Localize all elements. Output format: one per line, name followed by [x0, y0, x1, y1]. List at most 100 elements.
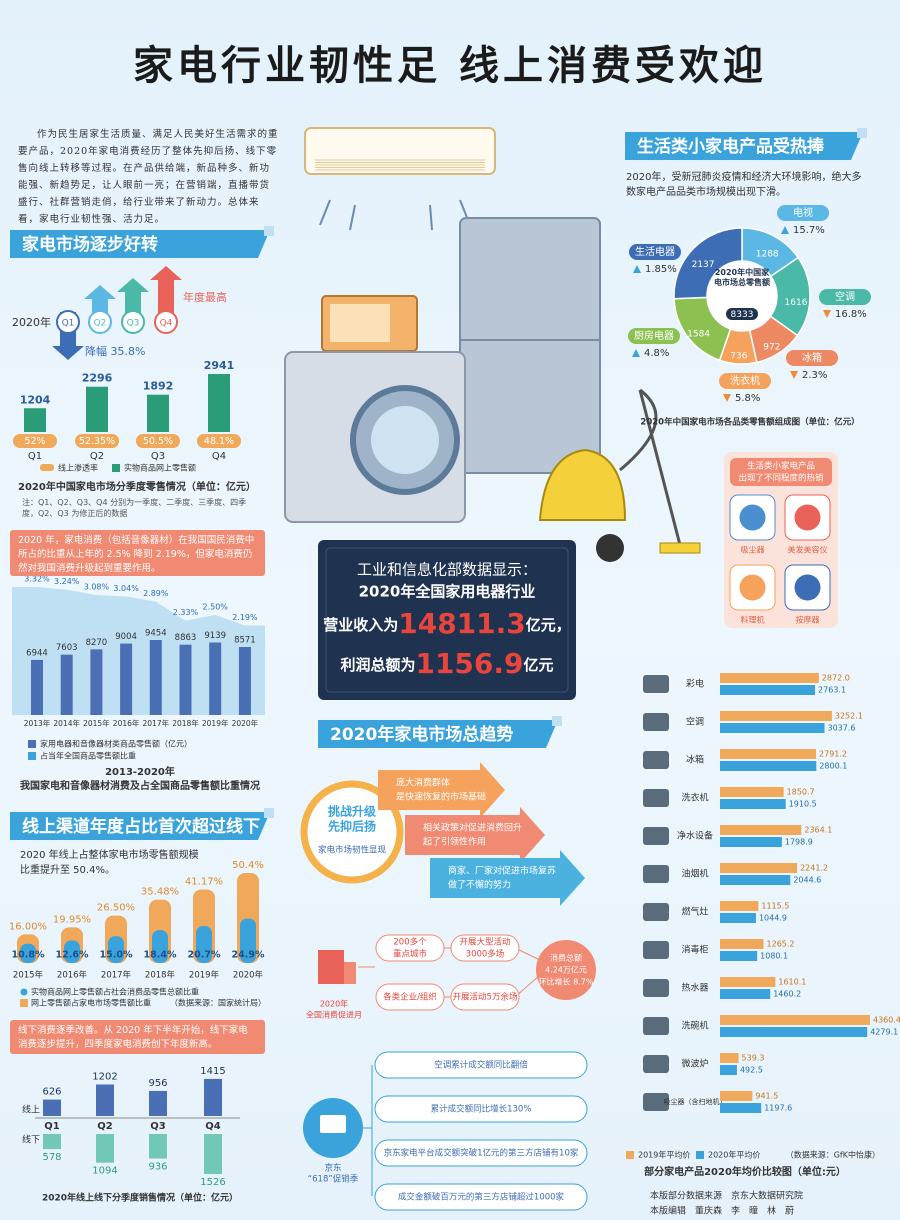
section-title: 线上渠道年度占比首次超过线下	[22, 816, 260, 837]
banner-corner	[552, 716, 562, 726]
hot-header-text: 出现了不同程度的热销	[738, 473, 824, 484]
offline-note: 线下消费逐季改善。从 2020 年下半年开始，线下家电消费逐步提升，四季度家电消…	[10, 1020, 265, 1054]
bar-value: 1115.5	[761, 902, 789, 911]
share-label: 2.33%	[173, 608, 199, 617]
bar-value: 7603	[56, 643, 78, 653]
bar	[120, 643, 133, 715]
bar	[720, 939, 764, 949]
product-icon	[643, 675, 669, 693]
share-label: 2.50%	[202, 602, 228, 611]
product-icon	[643, 941, 669, 959]
rate-pill	[136, 434, 180, 448]
change-arrow	[632, 349, 640, 357]
section-banner	[10, 812, 270, 840]
legend-label: 网上零售额占家电市场零售额比重	[31, 998, 151, 1008]
rate-pill	[197, 434, 241, 448]
section-title: 生活类小家电产品受热捧	[637, 136, 825, 157]
y-tick-label: 冰箱	[686, 754, 704, 766]
bar-value: 50.4%	[232, 860, 264, 871]
jd-item-text: 空调累计成交额同比翻倍	[434, 1060, 528, 1071]
donut-center	[708, 262, 776, 330]
category-pill	[777, 205, 829, 221]
banner-corner	[264, 226, 274, 236]
share-label: 2.19%	[232, 613, 258, 622]
product-label: 按摩器	[796, 615, 820, 625]
page-title: 家电行业韧性足 线上消费受欢迎	[133, 43, 767, 89]
legend-label: 线上渗透率	[58, 463, 98, 473]
bar	[720, 1027, 868, 1037]
miit-label: 营业收入为	[323, 616, 398, 634]
ac-wind	[349, 204, 356, 231]
category-pill	[786, 350, 838, 366]
bar-value: 2872.0	[822, 674, 850, 683]
change-arrow	[723, 394, 731, 402]
bar-value: 9139	[204, 631, 226, 641]
bar-value: 9454	[145, 629, 167, 639]
y-tick-label: 油烟机	[681, 868, 708, 880]
intro: 作为民生居家生活质量、满足人民美好生活需求的重要产品，2020年家电消费经历了整…	[18, 129, 279, 225]
bar-value: 1415	[200, 1066, 225, 1077]
product-icon	[643, 979, 669, 997]
bar-value: 941.5	[755, 1092, 778, 1101]
hot-header	[730, 458, 832, 486]
bar-value: 1080.1	[760, 952, 788, 961]
trend-arrow	[430, 850, 585, 906]
bar	[208, 374, 230, 432]
bar	[60, 654, 73, 715]
bar-value: 4360.4	[873, 1016, 900, 1025]
legend-swatch	[28, 752, 36, 760]
x-tick-label: Q2	[97, 1121, 113, 1132]
promo-pill-text: 开展活动5万余场	[453, 992, 518, 1003]
quarter-badge-label: Q2	[94, 319, 107, 329]
quarter-badge	[56, 310, 80, 334]
bar	[96, 1084, 114, 1116]
hot-header-text: 生活类小家电产品	[747, 461, 815, 472]
bar-value: 4279.1	[870, 1028, 898, 1037]
x-tick-label: 2017年	[101, 970, 132, 981]
bar	[20, 943, 36, 963]
product-icon	[643, 1055, 669, 1073]
bar-value: 35.48%	[141, 887, 179, 898]
product-icon	[739, 504, 766, 531]
bar-value: 20.7%	[188, 950, 221, 961]
source-label: （数据来源：国家统计局）	[170, 998, 266, 1008]
product-icon	[643, 827, 669, 845]
vacuum-wheel	[596, 534, 624, 562]
miit-figure: 1156.9	[415, 647, 523, 680]
total-label: 8333	[731, 310, 754, 320]
promo-icon-side	[344, 962, 356, 984]
bar-value: 2044.6	[793, 876, 821, 885]
rate-pill	[13, 434, 57, 448]
promo-label: 2020年	[320, 999, 348, 1009]
donut-slice	[673, 227, 743, 300]
product-icon	[643, 789, 669, 807]
share-label: 3.04%	[113, 584, 139, 593]
product-label: 料理机	[741, 615, 765, 625]
x-tick-label: 2014年	[53, 718, 80, 728]
bar-value: 1202	[92, 1071, 117, 1082]
fridge	[459, 217, 601, 474]
legend-label: 2020年平均价	[708, 1150, 760, 1160]
footer-text: 本版编辑 董庆森 李 曈 林 蔚	[650, 1205, 794, 1217]
series-label: 线上	[22, 1104, 40, 1116]
product-label: 美发美容仪	[788, 545, 828, 555]
change-label: 5.8%	[735, 393, 760, 404]
legend-swatch	[696, 1151, 704, 1159]
legend-label: 实物商品网上零售额占社会消费品零售总额比重	[31, 987, 199, 997]
trend-circle-sub: 家电市场韧性显现	[318, 845, 387, 856]
online-note: 2020 年线上占整体家电市场零售额规模比重提升至 50.4%。	[20, 850, 199, 876]
miit-line: 营业收入为14811.3亿元，	[323, 607, 571, 640]
promo-pill	[450, 983, 520, 1011]
x-tick-label: Q4	[212, 451, 226, 462]
jd-item	[374, 1139, 588, 1167]
bar-value: 1798.9	[785, 838, 813, 847]
bar-value: 41.17%	[185, 876, 223, 887]
trend-arrow-text: 起了引领性作用	[423, 836, 486, 848]
bar	[149, 1090, 167, 1116]
jd-item	[374, 1051, 588, 1079]
x-tick-label: 2019年	[202, 718, 229, 728]
bar	[720, 837, 782, 847]
x-tick-label: Q3	[151, 451, 165, 462]
